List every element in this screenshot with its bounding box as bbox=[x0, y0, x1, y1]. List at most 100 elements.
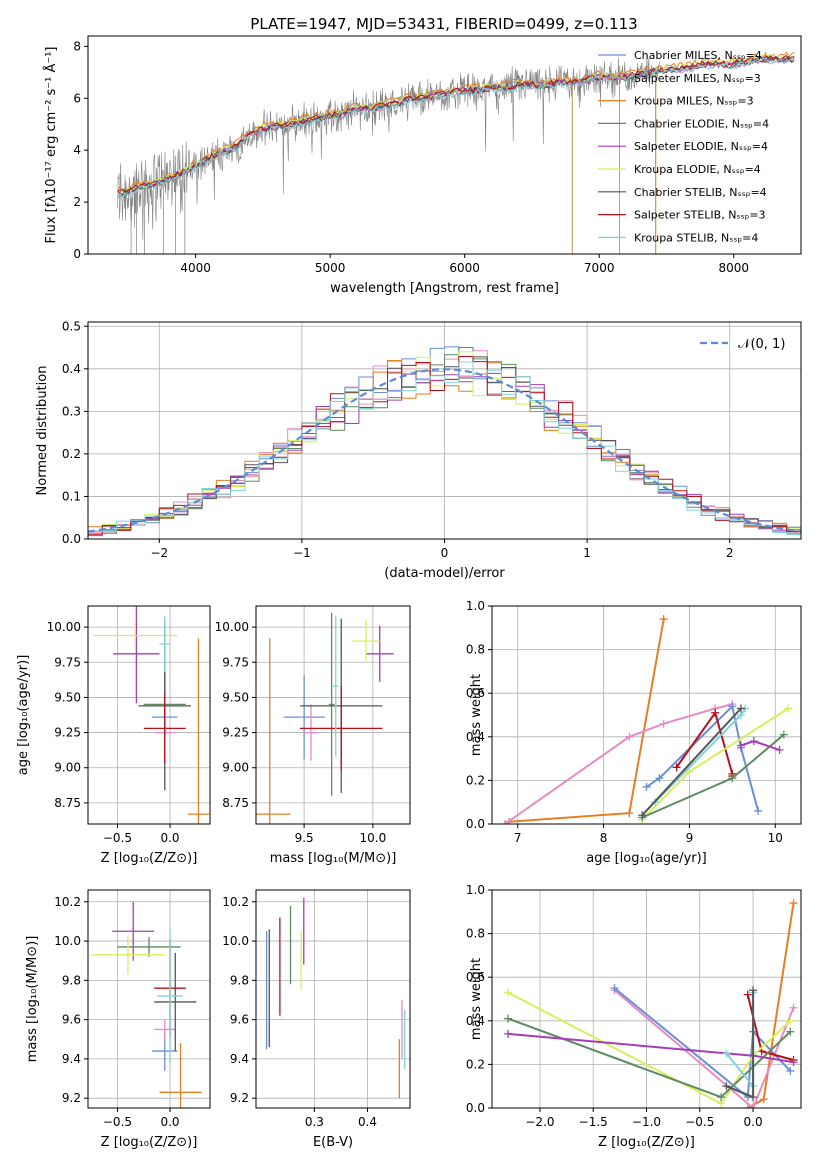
y-tick-label: 9.4 bbox=[62, 1052, 81, 1066]
model-spectrum-line bbox=[117, 55, 795, 197]
y-tick-label: 9.2 bbox=[62, 1091, 81, 1105]
x-tick-label: −1 bbox=[293, 546, 311, 560]
y-tick-label: 0 bbox=[73, 247, 81, 261]
y-tick-label: 9.75 bbox=[54, 655, 81, 669]
errorbar-point bbox=[113, 606, 160, 704]
y-tick-label: 1.0 bbox=[466, 599, 485, 613]
weight-marker bbox=[784, 704, 793, 713]
weight-marker bbox=[642, 782, 651, 791]
weight-marker bbox=[759, 1095, 768, 1104]
weight-marker bbox=[775, 745, 784, 754]
x-tick-label: −0.5 bbox=[103, 831, 132, 845]
x-axis-label: Z [log₁₀(Z/Z⊙)] bbox=[101, 1135, 198, 1150]
weight-marker bbox=[728, 702, 737, 711]
weight-line bbox=[641, 707, 742, 816]
y-tick-label: 9.50 bbox=[222, 690, 249, 704]
weight-marker bbox=[749, 1104, 758, 1108]
weight-marker bbox=[779, 730, 788, 739]
y-tick-label: 0.2 bbox=[466, 773, 485, 787]
legend-label: Kroupa STELIB, Nₛₛₚ=4 bbox=[634, 231, 758, 244]
x-tick-label: 0 bbox=[441, 546, 449, 560]
x-tick-label: 10.0 bbox=[360, 831, 387, 845]
x-tick-label: 1 bbox=[583, 546, 591, 560]
errorbar-point bbox=[117, 937, 181, 957]
y-tick-label: 9.75 bbox=[222, 655, 249, 669]
weight-marker bbox=[625, 809, 634, 818]
y-tick-label: 0.2 bbox=[466, 1057, 485, 1071]
errorbar-point bbox=[112, 901, 155, 961]
x-axis-label: E(B-V) bbox=[313, 1135, 353, 1150]
x-tick-label: 0.0 bbox=[744, 1115, 763, 1129]
weight-marker bbox=[736, 704, 745, 713]
legend-label: Chabrier MILES, Nₛₛₚ=4 bbox=[634, 49, 762, 62]
weight-marker bbox=[638, 811, 647, 820]
x-axis-label: wavelength [Angstrom, rest frame] bbox=[330, 281, 559, 296]
weight-line bbox=[613, 987, 792, 1100]
weight-marker bbox=[672, 763, 681, 772]
x-tick-label: 0.0 bbox=[160, 1115, 179, 1129]
weight-marker bbox=[789, 899, 798, 908]
y-tick-label: 1.0 bbox=[466, 883, 485, 897]
axes-frame bbox=[87, 35, 802, 255]
errorbar-point bbox=[304, 704, 318, 761]
y-tick-label: 2 bbox=[73, 195, 81, 209]
axes-age-vs-mass: 9.5 10.0 8.75 9.00 9.25 9.50 9.75 10.00 mass [lo… bbox=[215, 605, 411, 866]
y-tick-label: 10.2 bbox=[222, 895, 249, 909]
weight-marker bbox=[736, 741, 745, 750]
legend-label: Salpeter STELIB, Nₛₛₚ=3 bbox=[634, 209, 766, 222]
y-tick-label: 9.00 bbox=[222, 761, 249, 775]
plot-area bbox=[88, 346, 801, 539]
histogram-line bbox=[88, 361, 801, 539]
weight-marker bbox=[749, 986, 758, 995]
x-tick-label: 9.5 bbox=[295, 831, 314, 845]
y-tick-label: 0.0 bbox=[466, 817, 485, 831]
y-tick-label: 0.3 bbox=[62, 404, 81, 418]
errorbar-point bbox=[328, 613, 335, 796]
x-tick-label: −2 bbox=[150, 546, 168, 560]
axes-frame bbox=[491, 889, 802, 1109]
y-tick-label: 9.8 bbox=[62, 973, 81, 987]
model-spectrum-line bbox=[117, 54, 795, 193]
x-axis-label: Z [log₁₀(Z/Z⊙)] bbox=[101, 851, 198, 866]
errorbar-point bbox=[300, 686, 383, 771]
weight-marker bbox=[610, 984, 619, 993]
y-tick-label: 0.8 bbox=[466, 927, 485, 941]
y-tick-label: 10.0 bbox=[222, 934, 249, 948]
weight-line bbox=[504, 703, 733, 824]
y-axis-label: mass weight bbox=[469, 958, 484, 1040]
plot-area bbox=[93, 606, 209, 824]
legend-label: Chabrier ELODIE, Nₛₛₚ=4 bbox=[634, 117, 769, 130]
y-axis-label: Flux [fλ10⁻¹⁷ erg cm⁻² s⁻¹ Å⁻¹] bbox=[43, 47, 59, 244]
weight-marker bbox=[722, 1082, 731, 1091]
axes-frame bbox=[87, 321, 802, 540]
weight-marker bbox=[786, 1027, 795, 1036]
y-axis-label: mass weight bbox=[469, 674, 484, 756]
axes-mass-vs-EBV: 0.3 0.4 9.2 9.4 9.6 9.8 10.0 10.2 E(B-V) bbox=[222, 889, 411, 1150]
x-tick-label: 8 bbox=[600, 831, 608, 845]
x-tick-label: −1.5 bbox=[579, 1115, 608, 1129]
y-tick-label: 8.75 bbox=[54, 796, 81, 810]
x-axis-label: Z [log₁₀(Z/Z⊙)] bbox=[598, 1135, 695, 1150]
errorbar-point bbox=[187, 638, 209, 824]
weight-marker bbox=[743, 1104, 752, 1108]
plot-area bbox=[256, 613, 394, 824]
errorbar-point bbox=[154, 1019, 176, 1040]
x-tick-label: 9 bbox=[686, 831, 694, 845]
errorbar-point bbox=[256, 638, 291, 824]
chart-title: PLATE=1947, MJD=53431, FIBERID=0499, z=0… bbox=[250, 15, 637, 33]
x-tick-label: −0.5 bbox=[685, 1115, 714, 1129]
weight-marker bbox=[786, 1066, 795, 1075]
y-tick-label: 9.2 bbox=[230, 1091, 249, 1105]
weight-marker bbox=[722, 1049, 731, 1058]
observed-spectrum-line bbox=[117, 53, 660, 240]
y-tick-label: 0.4 bbox=[466, 1014, 485, 1028]
weight-line bbox=[675, 710, 734, 776]
y-tick-label: 0.8 bbox=[466, 643, 485, 657]
errorbar-point bbox=[333, 615, 339, 757]
y-tick-label: 10.2 bbox=[54, 895, 81, 909]
y-tick-label: 0.4 bbox=[466, 730, 485, 744]
weight-marker bbox=[749, 737, 758, 746]
errorbar-point bbox=[91, 935, 165, 975]
errorbar-point bbox=[154, 952, 197, 1052]
